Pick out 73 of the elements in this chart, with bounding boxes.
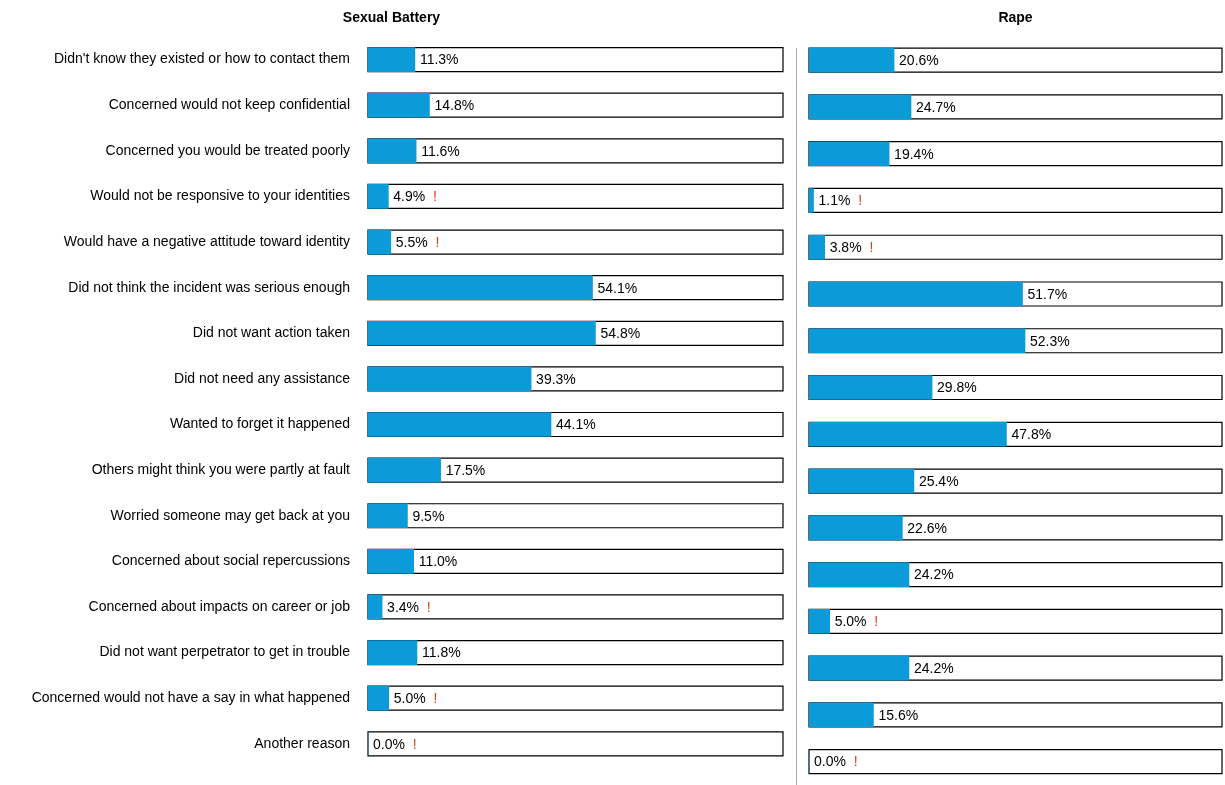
- data-label: 11.8%: [421, 644, 461, 661]
- bar: [368, 549, 414, 574]
- y-tick-label: Would not be responsive to your identities: [90, 187, 350, 204]
- data-label: 11.0%: [418, 553, 458, 570]
- data-label: 5.5% !: [395, 233, 440, 250]
- bar: [368, 229, 392, 255]
- y-tick-label: Did not need any assistance: [174, 369, 351, 386]
- data-label: 9.5%: [412, 507, 445, 524]
- data-label: 52.3%: [1030, 332, 1070, 349]
- y-tick-label: Did not want action taken: [192, 324, 350, 341]
- bar: [809, 234, 826, 260]
- bar: [368, 503, 408, 529]
- bar: [809, 375, 933, 400]
- data-label: 4.9% !: [393, 188, 437, 205]
- bar: [368, 138, 417, 164]
- data-label: 51.7%: [1027, 285, 1068, 302]
- data-label: 5.0% !: [393, 690, 438, 707]
- data-label: 3.8% !: [829, 239, 874, 256]
- bar: [809, 515, 903, 541]
- data-label: 24.2%: [913, 566, 954, 583]
- data-label: 15.6%: [878, 706, 919, 723]
- y-tick-label: Didn't know they existed or how to contact them: [53, 50, 350, 67]
- data-label: 17.5%: [445, 461, 486, 478]
- data-label: 44.1%: [556, 416, 596, 433]
- y-tick-label: Concerned would not have a say in what happened: [31, 689, 350, 706]
- bar: [809, 702, 874, 728]
- chart-title: Rape: [998, 9, 1033, 26]
- data-label: 0.0% !: [814, 753, 858, 770]
- data-label: 54.1%: [597, 279, 638, 296]
- bar: [368, 184, 389, 209]
- bar: [809, 468, 915, 494]
- data-label: 0.0% !: [373, 735, 417, 752]
- data-label: 24.7%: [916, 98, 956, 115]
- bar: [809, 141, 890, 167]
- data-label: 3.4% !: [387, 598, 431, 615]
- y-tick-label: Concerned about impacts on career or job: [88, 597, 351, 614]
- y-tick-label: Would have a negative attitude toward identity: [63, 232, 350, 249]
- bar: [368, 457, 441, 483]
- data-label: 5.0% !: [834, 613, 879, 630]
- data-label: 20.6%: [899, 52, 939, 69]
- data-label: 1.1% !: [818, 192, 863, 209]
- data-label: 22.6%: [907, 519, 948, 536]
- bar: [809, 609, 830, 634]
- bar: [809, 94, 912, 120]
- y-tick-label: Others might think you were partly at fault: [91, 460, 351, 477]
- bar: [809, 188, 814, 213]
- y-tick-label: Did not think the incident was serious enough: [68, 278, 350, 295]
- data-label: 25.4%: [918, 472, 959, 489]
- bar: [809, 47, 895, 73]
- data-label: 11.3%: [419, 51, 459, 68]
- y-tick-label: Did not want perpetrator to get in trouble: [99, 643, 351, 660]
- data-label: 29.8%: [937, 379, 977, 396]
- data-label: 54.8%: [600, 325, 641, 342]
- data-label: 24.2%: [913, 659, 954, 676]
- bar: [809, 655, 910, 681]
- y-tick-label: Concerned you would be treated poorly: [105, 141, 350, 158]
- bar: [809, 562, 910, 587]
- y-tick-label: Worried someone may get back at you: [110, 506, 350, 523]
- bar: [368, 685, 390, 711]
- y-tick-label: Concerned about social repercussions: [111, 552, 350, 569]
- bar: [368, 640, 418, 665]
- data-label: 39.3%: [536, 370, 576, 387]
- bar: [368, 594, 383, 620]
- data-label: 14.8%: [434, 97, 475, 114]
- data-label: 47.8%: [1011, 426, 1052, 443]
- y-tick-label: Concerned would not keep confidential: [108, 96, 350, 113]
- data-label: 11.6%: [421, 142, 460, 159]
- chart-title: Sexual Battery: [342, 9, 441, 26]
- bar: [368, 92, 430, 118]
- y-tick-label: Another reason: [254, 734, 350, 751]
- data-label: 19.4%: [894, 145, 934, 162]
- y-tick-label: Wanted to forget it happened: [169, 415, 350, 432]
- bar: [368, 47, 416, 72]
